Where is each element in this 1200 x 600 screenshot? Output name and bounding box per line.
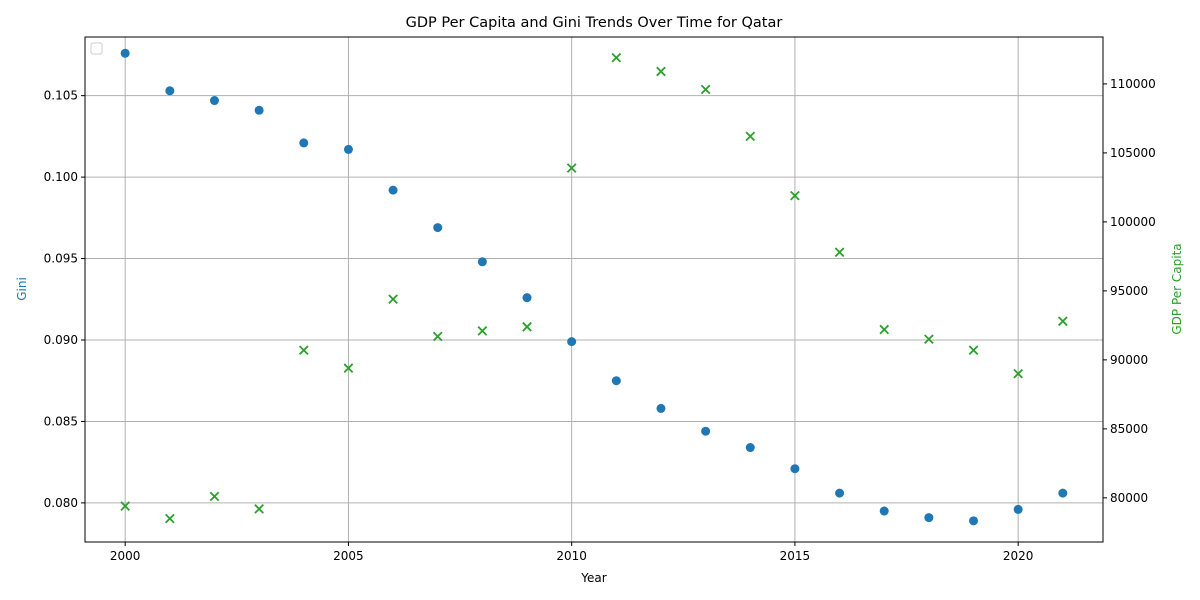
right-tick-label: 85000 [1110, 422, 1148, 436]
left-tick-label: 0.090 [44, 333, 78, 347]
x-axis-ticks: 2000 2005 2010 2015 2020 [110, 542, 1034, 563]
left-axis-ticks: 0.080 0.085 0.090 0.095 0.100 0.105 [44, 89, 85, 510]
x-tick-label: 2010 [556, 549, 587, 563]
gdp-per-capita-point [388, 294, 398, 304]
right-tick-label: 90000 [1110, 353, 1148, 367]
gdp-per-capita-point [254, 504, 264, 514]
grid-layer [85, 37, 1103, 542]
gini-point [388, 185, 398, 195]
gini-point [1058, 488, 1068, 498]
left-tick-label: 0.085 [44, 414, 78, 428]
gini-point [745, 443, 755, 453]
gini-point [433, 223, 443, 233]
gini-point [656, 403, 666, 413]
right-axis-ticks: 80000 85000 90000 95000 100000 105000 110000 [1103, 77, 1156, 505]
gini-point [835, 488, 845, 498]
x-tick-label: 2000 [110, 549, 141, 563]
gini-point [611, 376, 621, 386]
gdp-per-capita-point [611, 52, 622, 63]
gdp-per-capita-point [343, 363, 354, 373]
gdp-per-capita-point [924, 334, 934, 345]
gdp-per-capita-point [1057, 316, 1068, 327]
gini-point [701, 426, 711, 436]
gini-point [209, 96, 219, 106]
x-tick-label: 2005 [333, 549, 364, 563]
gini-point [567, 337, 577, 347]
gdp-per-capita-point [566, 163, 577, 173]
gdp-per-capita-point [432, 331, 443, 342]
gdp-per-capita-point [968, 345, 979, 356]
gdp-per-capita-point [879, 324, 890, 335]
gini-point [477, 257, 487, 267]
gdp-per-capita-point [522, 321, 532, 332]
gini-point [1013, 504, 1023, 514]
chart-title: GDP Per Capita and Gini Trends Over Time… [406, 15, 783, 31]
gdp-per-capita-point [656, 66, 666, 77]
gini-point [120, 48, 130, 58]
gdp-per-capita-point [745, 131, 756, 142]
gdp-per-capita-point [209, 491, 220, 502]
gdp-per-capita-point [790, 190, 800, 201]
plot-frame [84, 36, 1104, 543]
left-tick-label: 0.095 [44, 252, 78, 266]
gini-series [120, 48, 1068, 526]
right-axis-title: GDP Per Capita [1170, 243, 1184, 334]
gdp-per-capita-point [700, 84, 711, 95]
gdp-per-capita-series [120, 52, 1068, 524]
left-tick-label: 0.105 [44, 89, 78, 103]
right-tick-label: 95000 [1110, 284, 1148, 298]
gdp-per-capita-point [477, 326, 488, 336]
gdp-per-capita-point [298, 345, 309, 356]
gini-point [299, 138, 309, 148]
gini-point [522, 293, 532, 303]
right-tick-label: 110000 [1110, 77, 1156, 91]
gini-point [343, 144, 353, 154]
left-tick-label: 0.080 [44, 496, 78, 510]
x-tick-label: 2015 [780, 549, 811, 563]
gdp-per-capita-point [834, 247, 845, 258]
gini-point [879, 506, 889, 516]
right-tick-label: 100000 [1110, 215, 1156, 229]
gdp-per-capita-point [120, 501, 131, 511]
gini-point [165, 86, 175, 96]
left-axis-title: Gini [15, 277, 29, 301]
gdp-per-capita-point [1013, 368, 1024, 379]
legend-box [90, 42, 103, 55]
left-tick-label: 0.100 [44, 170, 78, 184]
right-tick-label: 105000 [1110, 146, 1156, 160]
gini-point [790, 464, 800, 474]
gini-point [254, 105, 264, 115]
x-axis-title: Year [580, 571, 606, 585]
gdp-per-capita-point [164, 513, 175, 524]
right-tick-label: 80000 [1110, 491, 1148, 505]
gini-point [969, 516, 979, 526]
gini-point [924, 513, 934, 523]
x-tick-label: 2020 [1003, 549, 1034, 563]
